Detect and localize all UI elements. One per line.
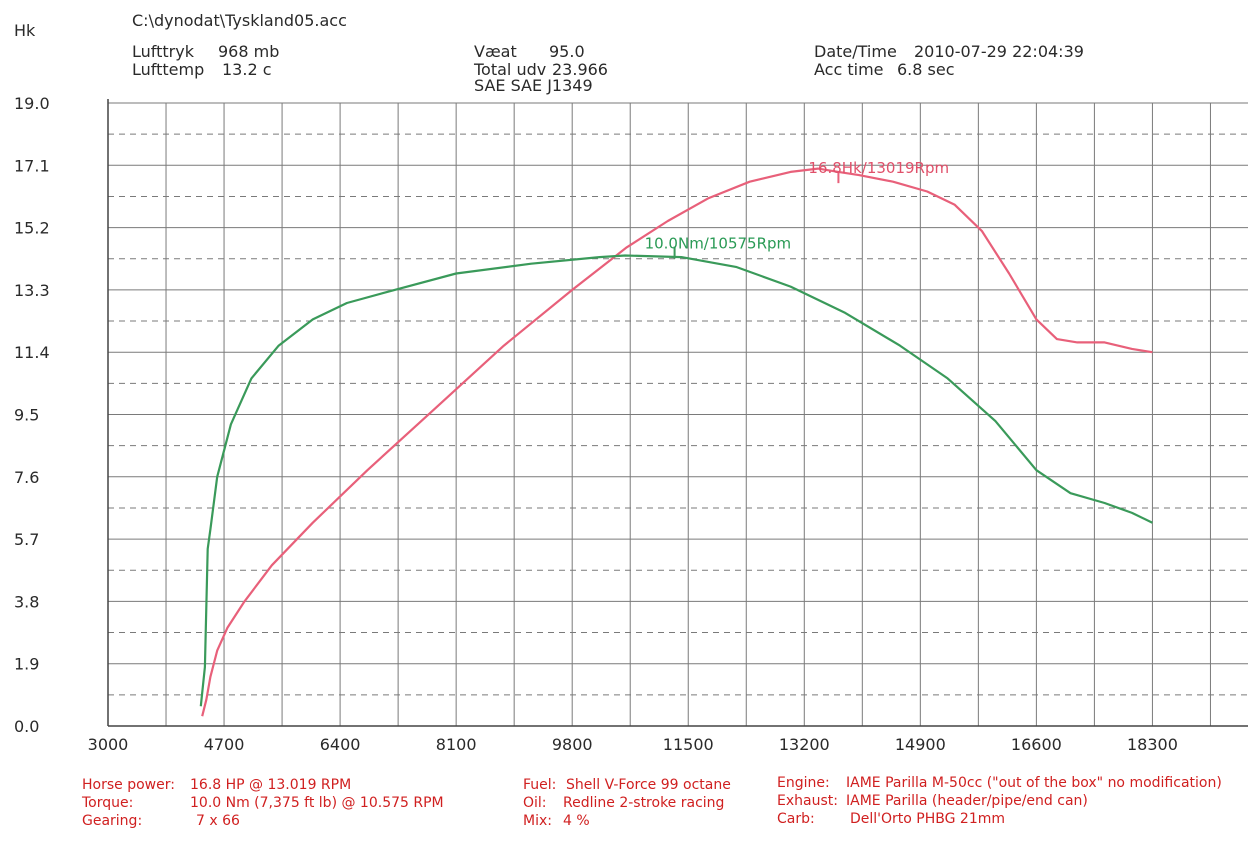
total-label: Total udv <box>474 60 547 79</box>
mix-label: Mix: <box>523 813 552 829</box>
x-tick-label: 6400 <box>320 735 361 754</box>
lufttryk-value: 968 mb <box>218 42 280 61</box>
fuel-label: Fuel: <box>523 777 557 793</box>
y-tick-label: 19.0 <box>14 94 50 113</box>
engine-value: IAME Parilla M-50cc ("out of the box" no… <box>846 775 1222 791</box>
x-tick-label: 3000 <box>88 735 129 754</box>
y-axis-unit-label: Hk <box>14 21 36 40</box>
oil-value: Redline 2-stroke racing <box>563 795 725 811</box>
sae-label: SAE SAE J1349 <box>474 76 593 95</box>
y-tick-label: 9.5 <box>14 406 39 425</box>
series-line-torque <box>199 254 1153 707</box>
carb-value: Dell'Orto PHBG 21mm <box>850 811 1006 827</box>
carb-label: Carb: <box>777 811 815 827</box>
mix-value: 4 % <box>563 813 590 829</box>
y-tick-label: 17.1 <box>14 156 50 175</box>
annotation-layer: 16.8Hk/13019Rpm 10.0Nm/10575Rpm <box>645 159 949 259</box>
vaeat-label: Væat <box>474 42 517 61</box>
x-tick-label: 18300 <box>1127 735 1178 754</box>
lufttryk-label: Lufttryk <box>132 42 194 61</box>
acc-time-label: Acc time <box>814 60 884 79</box>
y-tick-label: 7.6 <box>14 468 39 487</box>
x-tick-label: 8100 <box>436 735 477 754</box>
y-tick-label: 13.3 <box>14 281 50 300</box>
y-tick-label: 1.9 <box>14 655 39 674</box>
y-tick-label: 11.4 <box>14 343 50 362</box>
file-path: C:\dynodat\Tyskland05.acc <box>132 11 347 30</box>
hp-value: 16.8 HP @ 13.019 RPM <box>190 777 352 793</box>
y-tick-label: 3.8 <box>14 592 39 611</box>
exhaust-value: IAME Parilla (header/pipe/end can) <box>846 793 1088 809</box>
x-tick-label: 13200 <box>779 735 830 754</box>
y-tick-label: 0.0 <box>14 717 39 736</box>
grid-layer <box>108 102 1248 726</box>
axes-layer: 0.0 1.9 3.8 5.7 7.6 9.5 11.4 13.3 15.2 17.1 19.0 30… <box>14 94 1248 754</box>
hp-label: Horse power: <box>82 777 175 793</box>
x-tick-label: 16600 <box>1011 735 1062 754</box>
lufttemp-label: Lufttemp <box>132 60 205 79</box>
fuel-value: Shell V-Force 99 octane <box>566 777 731 793</box>
lufttemp-value: 13.2 c <box>222 60 272 79</box>
exhaust-label: Exhaust: <box>777 793 838 809</box>
oil-label: Oil: <box>523 795 547 811</box>
vaeat-value: 95.0 <box>549 42 585 61</box>
torque-label: Torque: <box>82 795 134 811</box>
gearing-label: Gearing: <box>82 813 143 829</box>
x-tick-label: 9800 <box>552 735 593 754</box>
peak-label-hp: 16.8Hk/13019Rpm <box>808 159 949 177</box>
series-layer <box>199 167 1153 717</box>
x-tick-label: 4700 <box>204 735 245 754</box>
y-tick-label: 15.2 <box>14 219 50 238</box>
gearing-value: 7 x 66 <box>196 813 240 829</box>
acc-time-value: 6.8 sec <box>897 60 955 79</box>
datetime-label: Date/Time <box>814 42 897 61</box>
engine-label: Engine: <box>777 775 830 791</box>
x-tick-label: 14900 <box>895 735 946 754</box>
peak-label-torque: 10.0Nm/10575Rpm <box>645 235 792 253</box>
series-line-hp <box>201 167 1153 717</box>
total-value: 23.966 <box>552 60 608 79</box>
torque-value: 10.0 Nm (7,375 ft lb) @ 10.575 RPM <box>190 795 444 811</box>
y-tick-label: 5.7 <box>14 530 39 549</box>
x-tick-label: 11500 <box>663 735 714 754</box>
datetime-value: 2010-07-29 22:04:39 <box>914 42 1084 61</box>
